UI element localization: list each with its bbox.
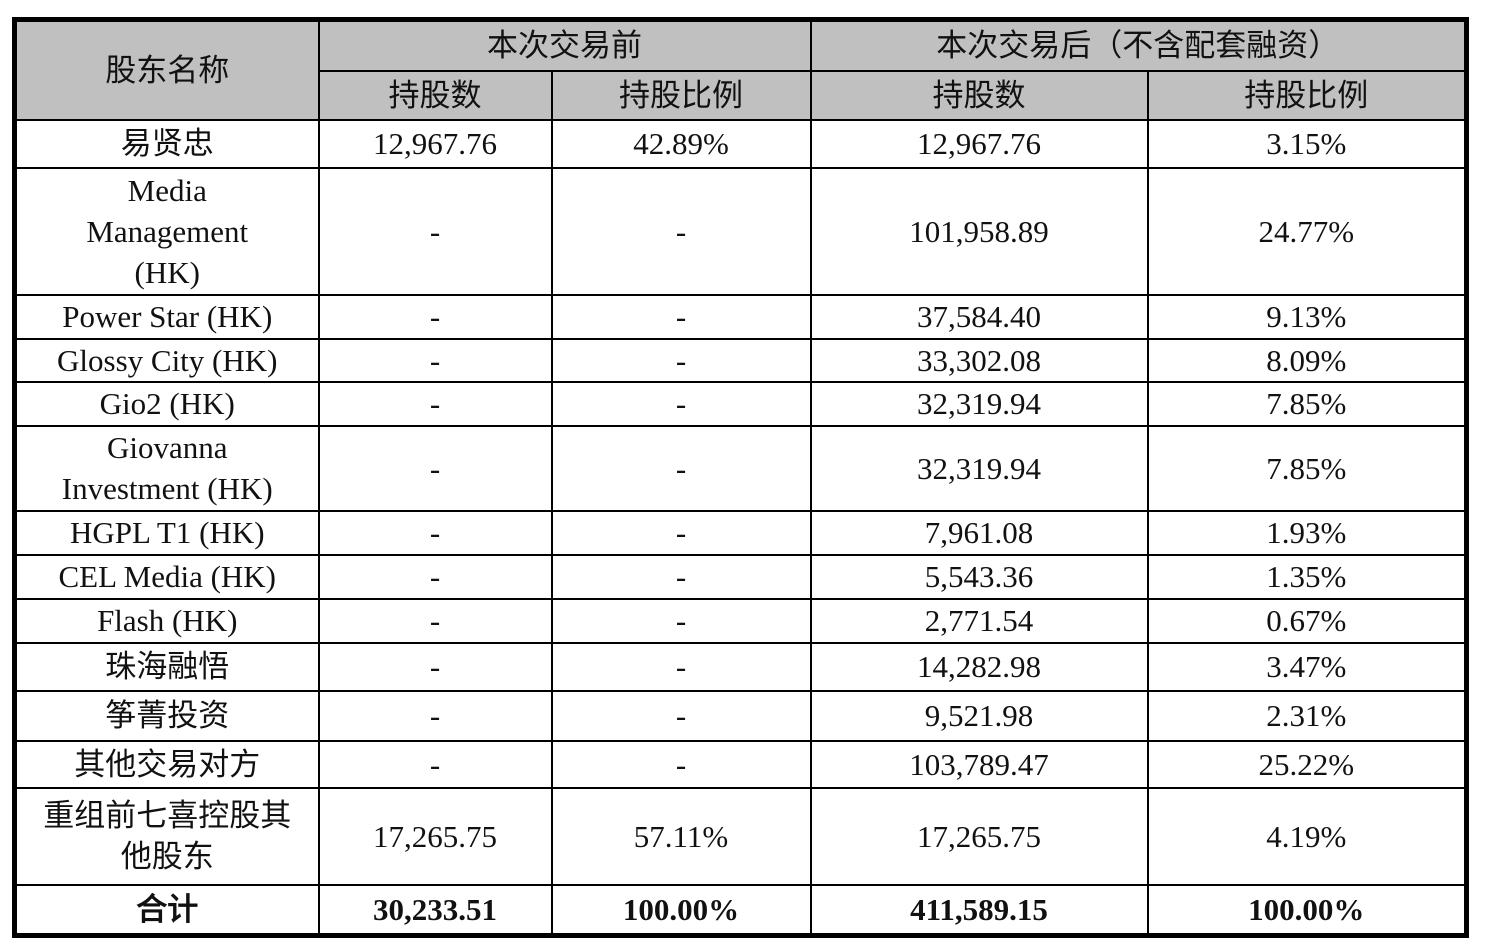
header-after-shares: 持股数 — [809, 69, 1149, 121]
cell-after-ratio: 25.22% — [1146, 739, 1468, 789]
cell-after-ratio: 1.93% — [1146, 509, 1468, 556]
cell-after-shares: 101,958.89 — [809, 166, 1149, 296]
shareholder-name: Media Management (HK) — [86, 172, 249, 290]
total-before-shares: 30,233.51 — [317, 883, 553, 937]
cell-after-shares: 9,521.98 — [809, 689, 1149, 742]
cell-name: Gio2 (HK) — [13, 380, 320, 427]
shareholder-name: 重组前七喜控股其他股东 — [43, 798, 292, 874]
cell-after-ratio: 1.35% — [1146, 553, 1468, 600]
cell-name: Giovanna Investment (HK) — [13, 424, 320, 512]
cell-name: HGPL T1 (HK) — [13, 509, 320, 556]
cell-before-ratio: 57.11% — [550, 786, 812, 886]
cell-before-ratio: - — [550, 380, 812, 427]
cell-name: 筝菁投资 — [13, 689, 320, 742]
cell-before-shares: - — [317, 553, 553, 600]
cell-before-ratio: - — [550, 553, 812, 600]
table-row: 筝菁投资 - -9,521.98 2.31% — [13, 689, 1468, 742]
cell-before-shares: - — [317, 166, 553, 296]
cell-before-ratio: - — [550, 509, 812, 556]
table-row: HGPL T1 (HK) - -7,961.08 1.93% — [13, 509, 1468, 556]
cell-name: Power Star (HK) — [13, 293, 320, 340]
cell-before-ratio: - — [550, 641, 812, 692]
cell-name: 其他交易对方 — [13, 739, 320, 789]
cell-before-shares: - — [317, 424, 553, 512]
cell-after-shares: 2,771.54 — [809, 597, 1149, 644]
table-row: 重组前七喜控股其他股东 17,265.75 57.11% 17,265.75 4.19% — [13, 786, 1468, 886]
cell-after-ratio: 9.13% — [1146, 293, 1468, 340]
cell-before-ratio: - — [550, 689, 812, 742]
cell-after-shares: 14,282.98 — [809, 641, 1149, 692]
cell-after-ratio: 24.77% — [1146, 166, 1468, 296]
cell-after-shares: 32,319.94 — [809, 380, 1149, 427]
cell-after-ratio: 0.67% — [1146, 597, 1468, 644]
cell-before-ratio: - — [550, 166, 812, 296]
cell-before-shares: - — [317, 597, 553, 644]
cell-before-shares: - — [317, 337, 553, 383]
cell-before-ratio: - — [550, 739, 812, 789]
cell-name: 珠海融悟 — [13, 641, 320, 692]
total-after-shares: 411,589.15 — [809, 883, 1149, 937]
shareholding-table: 股东名称 本次交易前 本次交易后（不含配套融资） 持股数 持股比例 持股数 持股… — [12, 17, 1469, 938]
header-before-transaction: 本次交易前 — [317, 18, 812, 72]
cell-name: CEL Media (HK) — [13, 553, 320, 600]
header-before-shares: 持股数 — [317, 69, 553, 121]
cell-after-shares: 103,789.47 — [809, 739, 1149, 789]
total-label: 合计 — [13, 883, 320, 937]
cell-before-shares: 12,967.76 — [317, 118, 553, 169]
cell-after-shares: 32,319.94 — [809, 424, 1149, 512]
cell-before-shares: - — [317, 293, 553, 340]
total-row: 合计 30,233.51 100.00% 411,589.15 100.00% — [13, 883, 1468, 937]
cell-before-shares: - — [317, 509, 553, 556]
cell-after-shares: 12,967.76 — [809, 118, 1149, 169]
header-shareholder-name: 股东名称 — [13, 18, 320, 121]
cell-after-shares: 17,265.75 — [809, 786, 1149, 886]
cell-before-shares: - — [317, 689, 553, 742]
cell-name: Glossy City (HK) — [13, 337, 320, 383]
cell-before-ratio: - — [550, 293, 812, 340]
table-row: Giovanna Investment (HK) - -32,319.94 7.85% — [13, 424, 1468, 512]
header-after-ratio: 持股比例 — [1146, 69, 1468, 121]
table-row: Flash (HK) - -2,771.54 0.67% — [13, 597, 1468, 644]
cell-before-shares: - — [317, 641, 553, 692]
table-row: 珠海融悟 - -14,282.98 3.47% — [13, 641, 1468, 692]
cell-after-shares: 7,961.08 — [809, 509, 1149, 556]
cell-after-ratio: 2.31% — [1146, 689, 1468, 742]
total-before-ratio: 100.00% — [550, 883, 812, 937]
cell-before-ratio: - — [550, 597, 812, 644]
shareholder-name: Giovanna Investment (HK) — [61, 430, 273, 506]
cell-after-ratio: 7.85% — [1146, 424, 1468, 512]
cell-after-shares: 33,302.08 — [809, 337, 1149, 383]
table-row: Glossy City (HK) - -33,302.08 8.09% — [13, 337, 1468, 383]
table-row: Media Management (HK) - -101,958.89 24.77% — [13, 166, 1468, 296]
header-after-transaction: 本次交易后（不含配套融资） — [809, 18, 1468, 72]
cell-before-shares: - — [317, 739, 553, 789]
cell-after-ratio: 4.19% — [1146, 786, 1468, 886]
cell-after-shares: 5,543.36 — [809, 553, 1149, 600]
table-row: Power Star (HK) - -37,584.40 9.13% — [13, 293, 1468, 340]
table-row: 易贤忠 12,967.76 42.89% 12,967.76 3.15% — [13, 118, 1468, 169]
cell-after-ratio: 7.85% — [1146, 380, 1468, 427]
cell-name: Media Management (HK) — [13, 166, 320, 296]
total-after-ratio: 100.00% — [1146, 883, 1468, 937]
cell-name: 重组前七喜控股其他股东 — [13, 786, 320, 886]
table-row: Gio2 (HK) - -32,319.94 7.85% — [13, 380, 1468, 427]
table-row: CEL Media (HK) - -5,543.36 1.35% — [13, 553, 1468, 600]
cell-after-shares: 37,584.40 — [809, 293, 1149, 340]
cell-after-ratio: 3.15% — [1146, 118, 1468, 169]
cell-after-ratio: 3.47% — [1146, 641, 1468, 692]
cell-before-ratio: - — [550, 424, 812, 512]
table-row: 其他交易对方 - -103,789.47 25.22% — [13, 739, 1468, 789]
cell-name: Flash (HK) — [13, 597, 320, 644]
cell-before-ratio: 42.89% — [550, 118, 812, 169]
cell-before-shares: - — [317, 380, 553, 427]
cell-name: 易贤忠 — [13, 118, 320, 169]
table-body: 易贤忠 12,967.76 42.89% 12,967.76 3.15% Media Ma… — [13, 118, 1468, 937]
cell-before-ratio: - — [550, 337, 812, 383]
header-before-ratio: 持股比例 — [550, 69, 812, 121]
cell-after-ratio: 8.09% — [1146, 337, 1468, 383]
cell-before-shares: 17,265.75 — [317, 786, 553, 886]
